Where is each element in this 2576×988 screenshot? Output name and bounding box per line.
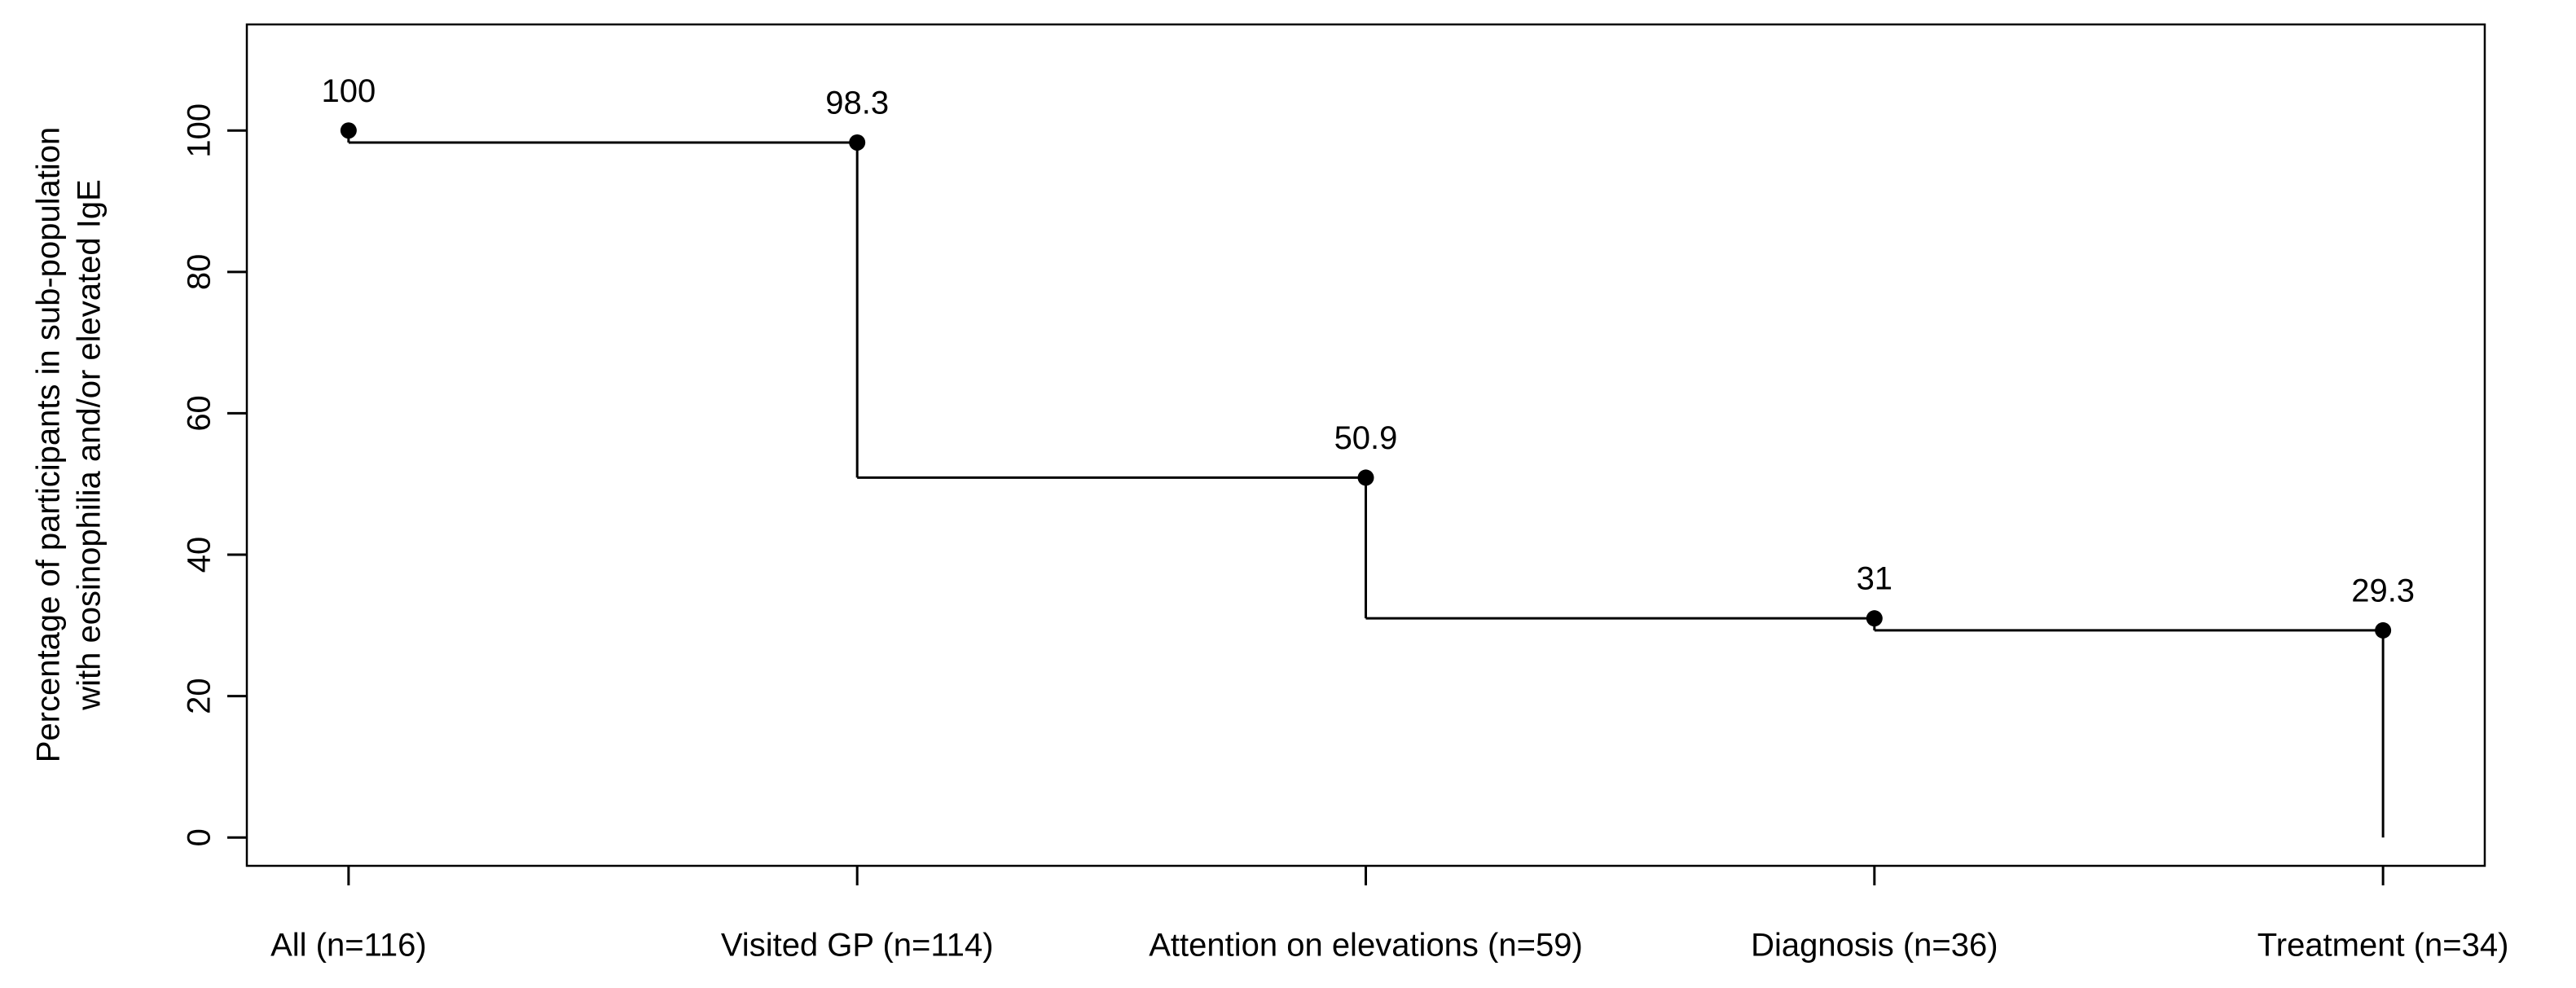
- y-tick-label: 60: [182, 395, 218, 432]
- point: [2375, 621, 2392, 639]
- y-axis-label: Percentage of participants in sub-popula…: [31, 127, 67, 763]
- x-tick-label: Attention on elevations (n=59): [1149, 928, 1583, 964]
- x-tick-label: Diagnosis (n=36): [1751, 928, 1998, 964]
- y-tick-label: 80: [182, 254, 218, 291]
- x-tick-label: All (n=116): [270, 928, 427, 964]
- x-tick-label: Treatment (n=34): [2257, 928, 2509, 964]
- data-label: 31: [1857, 561, 1893, 597]
- y-tick-label: 20: [182, 678, 218, 714]
- point: [1866, 610, 1883, 627]
- y-tick-label: 40: [182, 537, 218, 573]
- point: [849, 134, 866, 151]
- y-axis-label: with eosinophilia and/or elevated IgE: [72, 179, 108, 711]
- data-label: 98.3: [825, 86, 889, 121]
- data-label: 29.3: [2351, 573, 2415, 608]
- data-label: 100: [321, 73, 376, 109]
- data-label: 50.9: [1334, 420, 1398, 456]
- x-tick-label: Visited GP (n=114): [721, 928, 994, 964]
- point: [340, 122, 357, 139]
- y-tick-label: 100: [182, 103, 218, 158]
- point: [1357, 469, 1374, 486]
- y-tick-label: 0: [182, 828, 218, 846]
